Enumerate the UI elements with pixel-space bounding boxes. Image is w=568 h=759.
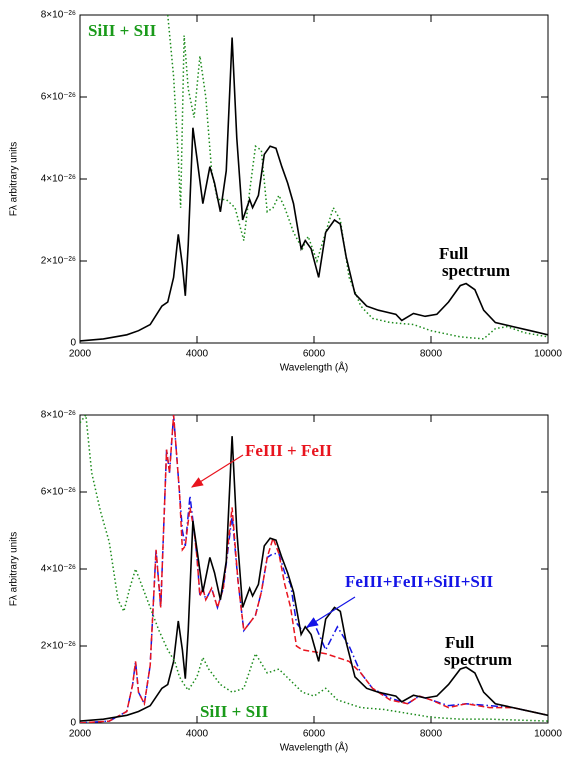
annotation: FeIII + FeII xyxy=(245,441,333,460)
x-tick-label: 6000 xyxy=(303,729,326,740)
y-axis-label: Fλ arbitrary units xyxy=(9,532,20,606)
y-tick-label: 4×10⁻²⁶ xyxy=(41,564,76,575)
x-axis-label: Wavelength (Å) xyxy=(280,361,349,374)
annotation: FeIII+FeII+SiII+SII xyxy=(345,572,493,591)
y-axis-label: Fλ arbitrary units xyxy=(9,142,20,216)
y-tick-label: 0 xyxy=(70,718,76,729)
x-tick-label: 2000 xyxy=(69,729,92,740)
arrow xyxy=(305,596,356,628)
y-tick-label: 0 xyxy=(70,338,76,349)
x-tick-label: 4000 xyxy=(186,349,209,360)
y-tick-label: 6×10⁻²⁶ xyxy=(41,92,76,103)
x-axis-label: Wavelength (Å) xyxy=(280,741,349,754)
y-tick-label: 8×10⁻²⁶ xyxy=(41,10,76,21)
annotation: spectrum xyxy=(444,650,512,669)
annotation: Full xyxy=(445,633,475,652)
x-tick-label: 8000 xyxy=(420,729,443,740)
x-tick-label: 8000 xyxy=(420,349,443,360)
plot-frame xyxy=(79,414,549,724)
data-line xyxy=(167,15,548,340)
annotation: SiII + SII xyxy=(88,21,157,40)
data-line xyxy=(80,415,548,723)
data-line xyxy=(80,436,548,722)
y-tick-label: 4×10⁻²⁶ xyxy=(41,174,76,185)
annotation: spectrum xyxy=(442,261,510,280)
y-tick-label: 6×10⁻²⁶ xyxy=(41,487,76,498)
arrow xyxy=(190,454,244,488)
x-tick-label: 2000 xyxy=(69,349,92,360)
x-tick-label: 10000 xyxy=(534,729,562,740)
y-tick-label: 8×10⁻²⁶ xyxy=(41,410,76,421)
data-line xyxy=(80,415,548,722)
x-tick-label: 10000 xyxy=(534,349,562,360)
data-line xyxy=(80,37,548,342)
x-tick-label: 4000 xyxy=(186,729,209,740)
x-tick-label: 6000 xyxy=(303,349,326,360)
plot-frame xyxy=(79,14,549,344)
annotation: Full xyxy=(439,244,469,263)
annotation: SiII + SII xyxy=(200,702,269,721)
y-tick-label: 2×10⁻²⁶ xyxy=(41,641,76,652)
y-tick-label: 2×10⁻²⁶ xyxy=(41,256,76,267)
data-line xyxy=(80,415,548,723)
